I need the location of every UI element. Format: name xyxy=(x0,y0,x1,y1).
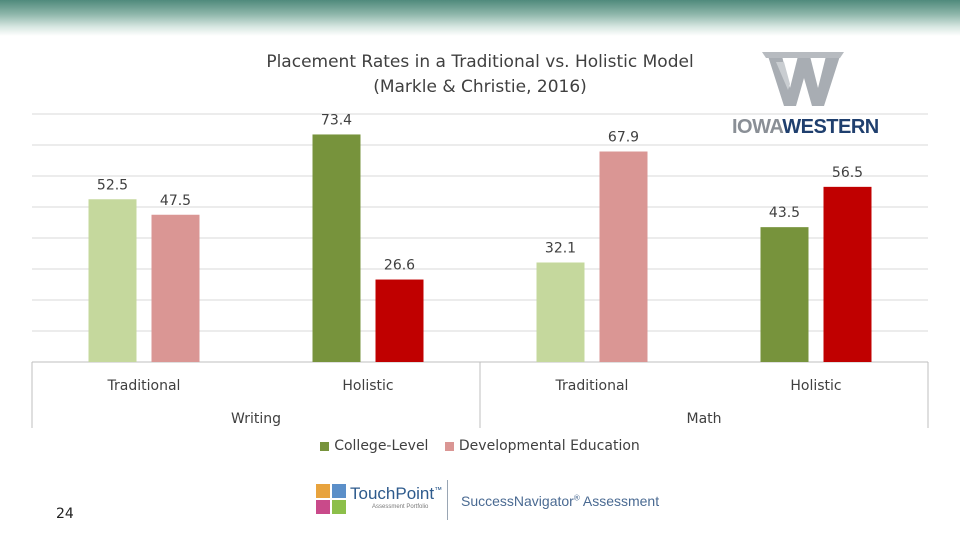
iowa-western-word-western: WESTERN xyxy=(782,116,879,138)
bar xyxy=(536,262,585,362)
iowa-western-logo: IOWAWESTERN xyxy=(732,50,879,140)
data-label: 56.5 xyxy=(832,165,863,181)
legend-swatch-college-level xyxy=(320,441,330,451)
legend-item-college-level: College-Level xyxy=(320,438,428,454)
touchpoint-puzzle-icon xyxy=(316,484,346,514)
data-label: 43.5 xyxy=(769,205,800,221)
bar xyxy=(312,134,361,362)
touchpoint-logo: TouchPoint™ xyxy=(350,484,442,504)
bar xyxy=(760,227,809,362)
category-label: Holistic xyxy=(342,378,393,394)
touchpoint-subtitle: Assessment Portfolio xyxy=(372,504,429,510)
data-label: 52.5 xyxy=(97,177,128,193)
page-number: 24 xyxy=(56,506,74,522)
data-label: 32.1 xyxy=(545,240,576,256)
bar xyxy=(151,214,200,362)
data-label: 47.5 xyxy=(160,193,191,209)
successnavigator-reg: ® xyxy=(573,493,580,503)
category-label: Traditional xyxy=(555,378,629,394)
successnavigator-logo: SuccessNavigator® Assessment xyxy=(461,493,659,509)
touchpoint-tm: ™ xyxy=(434,485,443,495)
iowa-western-emblem-icon xyxy=(762,52,844,106)
chart-title-line-2: (Markle & Christie, 2016) xyxy=(373,77,587,97)
legend-label-developmental-education: Developmental Education xyxy=(458,438,640,454)
group-label: Writing xyxy=(231,411,281,427)
header-gradient-band xyxy=(0,0,960,36)
chart-legend: College-Level Developmental Education xyxy=(0,438,960,455)
legend-label-college-level: College-Level xyxy=(334,438,429,454)
touchpoint-name: TouchPoint xyxy=(350,484,435,503)
footer-logo-divider xyxy=(447,480,448,520)
data-label: 26.6 xyxy=(384,258,415,274)
successnavigator-suffix: Assessment xyxy=(579,493,660,509)
bar xyxy=(375,279,424,362)
chart-title: Placement Rates in a Traditional vs. Hol… xyxy=(180,50,780,100)
iowa-western-word-iowa: IOWA xyxy=(732,116,783,138)
category-label: Traditional xyxy=(107,378,181,394)
legend-item-developmental-education: Developmental Education xyxy=(444,438,640,454)
bar xyxy=(88,199,137,362)
legend-swatch-developmental-education xyxy=(444,441,454,451)
category-label: Holistic xyxy=(790,378,841,394)
successnavigator-name: SuccessNavigator xyxy=(461,493,574,509)
chart-title-line-1: Placement Rates in a Traditional vs. Hol… xyxy=(266,52,694,72)
data-label: 67.9 xyxy=(608,130,639,146)
data-label: 73.4 xyxy=(321,112,352,128)
bar xyxy=(599,151,648,362)
group-label: Math xyxy=(686,411,721,427)
bar xyxy=(823,186,872,362)
footer-logos: TouchPoint™ Assessment Portfolio Success… xyxy=(310,478,670,524)
